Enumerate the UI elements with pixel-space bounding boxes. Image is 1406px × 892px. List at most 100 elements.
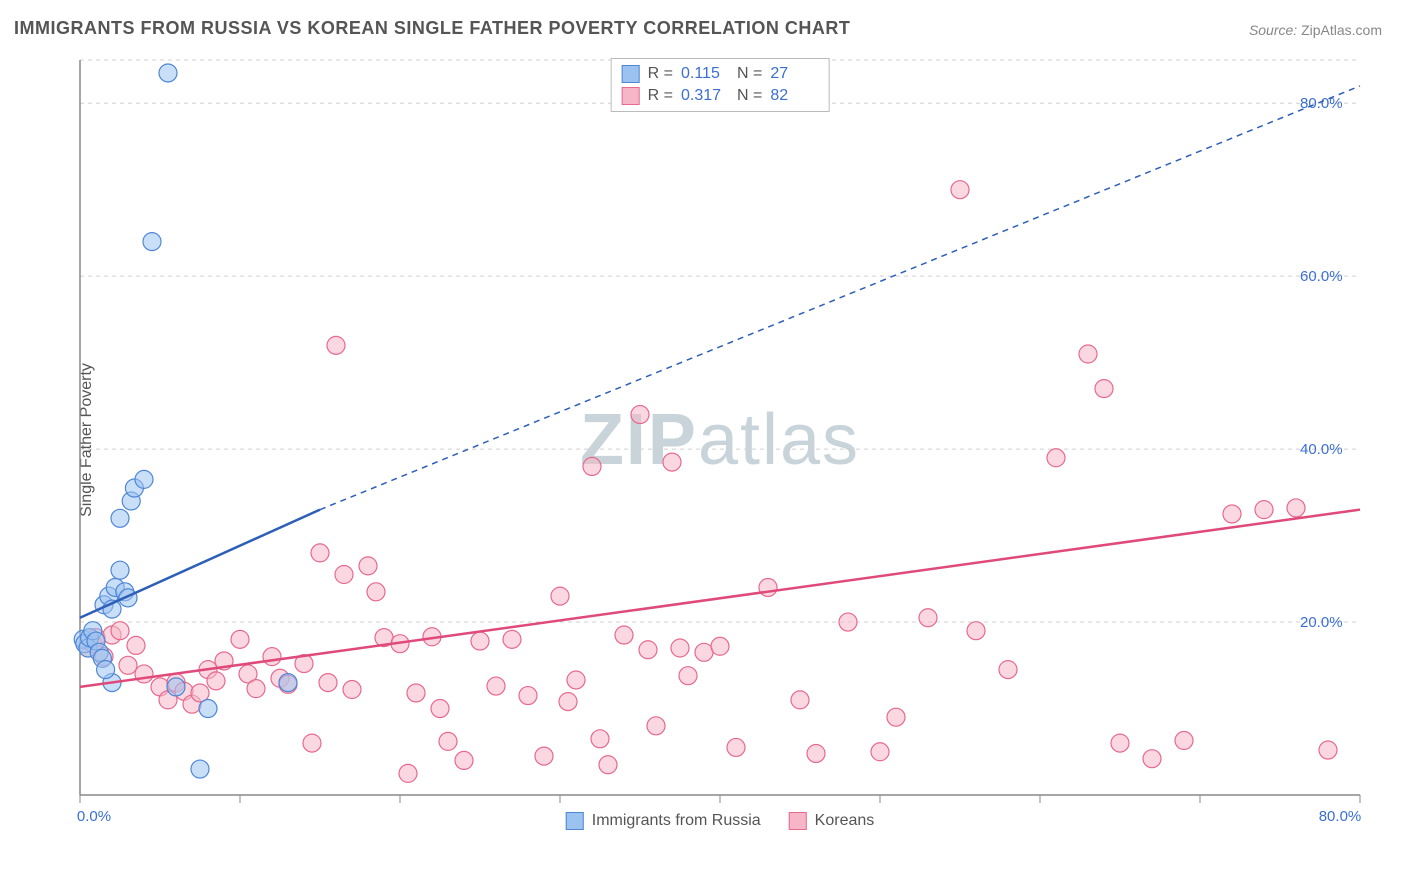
scatter-point: [1287, 499, 1305, 517]
scatter-point: [695, 643, 713, 661]
chart-title: IMMIGRANTS FROM RUSSIA VS KOREAN SINGLE …: [14, 18, 850, 39]
scatter-point: [647, 717, 665, 735]
scatter-point: [143, 233, 161, 251]
scatter-point: [671, 639, 689, 657]
scatter-point: [407, 684, 425, 702]
r-label-0: R =: [648, 65, 673, 83]
scatter-point: [679, 667, 697, 685]
scatter-point: [1079, 345, 1097, 363]
trend-line: [80, 510, 1360, 687]
source-name: ZipAtlas.com: [1301, 22, 1382, 38]
stat-row-series-0: R = 0.115 N = 27: [622, 63, 819, 85]
scatter-point: [583, 457, 601, 475]
n-value-1: 82: [770, 87, 818, 105]
scatter-point: [615, 626, 633, 644]
legend-item-0: Immigrants from Russia: [566, 812, 761, 830]
scatter-point: [967, 622, 985, 640]
legend-label-1: Koreans: [815, 812, 875, 830]
scatter-point: [1095, 380, 1113, 398]
scatter-point: [519, 687, 537, 705]
scatter-point: [199, 700, 217, 718]
scatter-point: [567, 671, 585, 689]
scatter-point: [303, 734, 321, 752]
svg-text:60.0%: 60.0%: [1300, 268, 1343, 285]
scatter-point: [247, 680, 265, 698]
scatter-point: [599, 756, 617, 774]
trend-line-extrapolated: [320, 86, 1360, 510]
scatter-point: [727, 738, 745, 756]
scatter-point: [887, 708, 905, 726]
n-value-0: 27: [770, 65, 818, 83]
scatter-point: [663, 453, 681, 471]
scatter-point: [791, 691, 809, 709]
source-label: Source:: [1249, 22, 1297, 38]
scatter-point: [807, 744, 825, 762]
scatter-point: [999, 661, 1017, 679]
scatter-point: [871, 743, 889, 761]
r-label-1: R =: [648, 87, 673, 105]
svg-text:80.0%: 80.0%: [1319, 808, 1362, 825]
scatter-point: [1255, 501, 1273, 519]
n-label-1: N =: [737, 87, 762, 105]
swatch-series-1: [622, 87, 640, 105]
scatter-point: [503, 630, 521, 648]
scatter-point: [759, 578, 777, 596]
scatter-point: [551, 587, 569, 605]
legend-swatch-1: [789, 812, 807, 830]
stat-row-series-1: R = 0.317 N = 82: [622, 85, 819, 107]
svg-text:40.0%: 40.0%: [1300, 441, 1343, 458]
scatter-point: [97, 661, 115, 679]
scatter-point: [119, 656, 137, 674]
scatter-point: [1047, 449, 1065, 467]
scatter-point: [1111, 734, 1129, 752]
scatter-point: [279, 674, 297, 692]
scatter-point: [471, 632, 489, 650]
scatter-point: [311, 544, 329, 562]
scatter-point: [127, 636, 145, 654]
legend-item-1: Koreans: [789, 812, 875, 830]
scatter-point: [263, 648, 281, 666]
scatter-point: [535, 747, 553, 765]
scatter-point: [335, 566, 353, 584]
scatter-point: [231, 630, 249, 648]
scatter-point: [639, 641, 657, 659]
scatter-point: [711, 637, 729, 655]
scatter-point: [191, 760, 209, 778]
scatter-point: [1175, 732, 1193, 750]
scatter-point: [1319, 741, 1337, 759]
correlation-stats-box: R = 0.115 N = 27 R = 0.317 N = 82: [611, 58, 830, 112]
legend-swatch-0: [566, 812, 584, 830]
svg-text:20.0%: 20.0%: [1300, 614, 1343, 631]
scatter-point: [631, 406, 649, 424]
scatter-point: [367, 583, 385, 601]
scatter-point: [111, 622, 129, 640]
bottom-legend: Immigrants from Russia Koreans: [566, 812, 875, 830]
svg-text:0.0%: 0.0%: [77, 808, 111, 825]
scatter-point: [343, 681, 361, 699]
scatter-point: [1223, 505, 1241, 523]
swatch-series-0: [622, 65, 640, 83]
scatter-point: [359, 557, 377, 575]
r-value-0: 0.115: [681, 65, 729, 83]
legend-label-0: Immigrants from Russia: [592, 812, 761, 830]
scatter-point: [919, 609, 937, 627]
scatter-point: [455, 751, 473, 769]
chart-area: Single Father Poverty ZIPatlas 20.0%40.0…: [50, 50, 1390, 830]
scatter-point: [135, 665, 153, 683]
scatter-point: [159, 64, 177, 82]
scatter-point: [319, 674, 337, 692]
scatter-point: [839, 613, 857, 631]
scatter-point: [111, 509, 129, 527]
r-value-1: 0.317: [681, 87, 729, 105]
n-label-0: N =: [737, 65, 762, 83]
scatter-point: [111, 561, 129, 579]
scatter-point: [1143, 750, 1161, 768]
svg-text:80.0%: 80.0%: [1300, 95, 1343, 112]
scatter-point: [399, 764, 417, 782]
scatter-point: [167, 678, 185, 696]
scatter-point: [487, 677, 505, 695]
scatter-point: [327, 336, 345, 354]
scatter-plot-svg: 20.0% 40.0% 60.0% 80.0% 0.0% 80.0%: [50, 50, 1390, 830]
source-attribution: Source: ZipAtlas.com: [1249, 22, 1382, 38]
scatter-point: [135, 470, 153, 488]
